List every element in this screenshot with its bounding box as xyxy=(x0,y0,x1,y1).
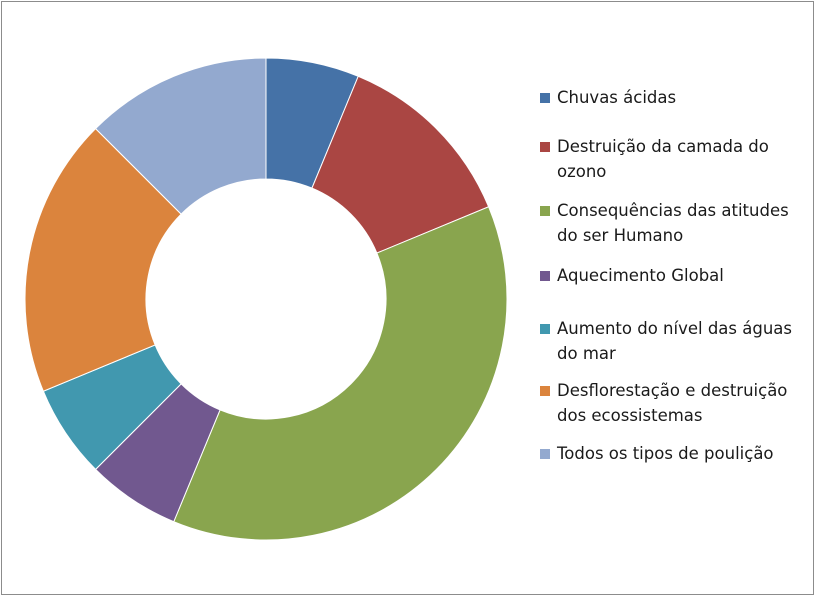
legend-swatch xyxy=(540,142,550,152)
legend-swatch xyxy=(540,206,550,216)
legend-label: Chuvas ácidas xyxy=(557,88,677,107)
legend-item-6: Desflorestação e destruição dos ecossist… xyxy=(540,378,810,428)
legend-item-1: Chuvas ácidas xyxy=(540,85,810,110)
legend-swatch xyxy=(540,324,550,334)
legend-label: Aumento do nível das águas do mar xyxy=(557,319,793,363)
legend-label: Desflorestação e destruição dos ecossist… xyxy=(557,381,788,425)
legend-item-4: Aquecimento Global xyxy=(540,263,810,288)
donut-chart xyxy=(24,57,508,541)
legend-swatch xyxy=(540,271,550,281)
donut-slice-3 xyxy=(173,206,508,541)
legend-item-2: Destruição da camada do ozono xyxy=(540,134,810,184)
donut-slice-7 xyxy=(94,57,267,215)
legend-item-3: Consequências das atitudes do ser Humano xyxy=(540,198,810,248)
legend-label: Destruição da camada do ozono xyxy=(557,137,769,181)
donut-slice-6 xyxy=(24,127,182,392)
legend-swatch xyxy=(540,449,550,459)
legend: Chuvas ácidas Destruição da camada do ozo… xyxy=(540,85,810,466)
legend-swatch xyxy=(540,386,550,396)
legend-item-5: Aumento do nível das águas do mar xyxy=(540,316,810,366)
legend-label: Consequências das atitudes do ser Humano xyxy=(557,201,789,245)
legend-swatch xyxy=(540,93,550,103)
legend-label: Todos os tipos de poulição xyxy=(557,444,774,463)
legend-label: Aquecimento Global xyxy=(557,266,724,285)
legend-item-7: Todos os tipos de poulição xyxy=(540,441,810,466)
